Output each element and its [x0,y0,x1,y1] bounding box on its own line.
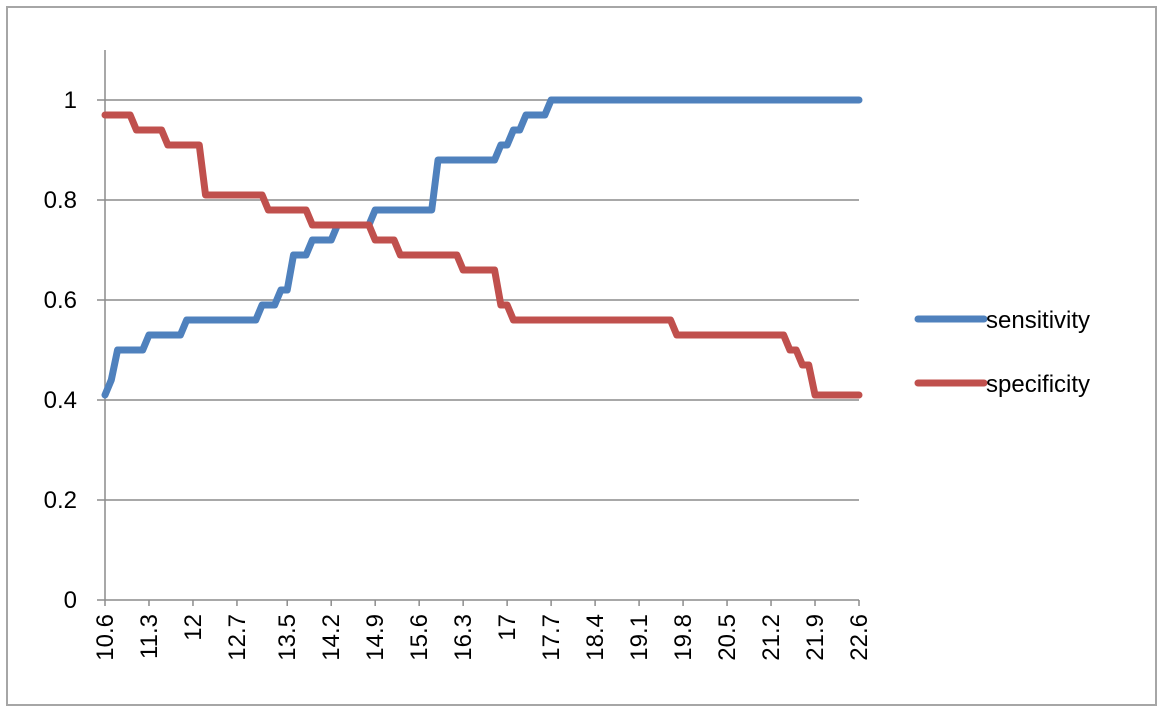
x-tick-label: 11.3 [136,614,163,659]
series-line-specificity [101,111,863,399]
x-tick-label: 14.2 [318,614,345,661]
legend-label-sensitivity: sensitivity [986,307,1090,334]
y-tick-label: 0 [64,587,77,614]
legend-label-specificity: specificity [986,371,1090,398]
x-tick-label: 12.7 [224,614,251,661]
x-tick-label: 10.6 [92,614,119,661]
y-tick-label: 1 [64,87,77,114]
x-tick-label: 17.7 [538,614,565,661]
y-tick-label: 0.2 [44,487,77,514]
x-tick-label: 17 [494,614,521,641]
x-tick-label: 12 [180,614,207,641]
x-tick-label: 15.6 [406,614,433,661]
series-line-sensitivity [101,96,863,399]
y-tick-label: 0.8 [44,187,77,214]
x-tick-label: 21.9 [802,614,829,661]
x-tick-label: 20.5 [714,614,741,661]
x-tick-label: 22.6 [846,614,873,661]
y-axis: 0 0.2 0.4 0.6 0.8 1 [44,50,106,614]
series-lines [101,96,863,399]
y-tick-label: 0.4 [44,387,77,414]
x-tick-label: 14.9 [362,614,389,661]
x-axis: 10.6 11.3 12 12.7 13.5 14.2 14.9 15.6 16.3 17 17.7… [92,599,873,661]
x-tick-label: 13.5 [274,614,301,661]
y-tick-label: 0.6 [44,287,77,314]
x-tick-label: 18.4 [582,614,609,661]
x-tick-label: 19.1 [626,614,653,661]
x-tick-label: 16.3 [450,614,477,661]
x-tick-label: 21.2 [758,614,785,661]
legend: sensitivity specificity [914,307,1090,398]
x-tick-label: 19.8 [670,614,697,661]
